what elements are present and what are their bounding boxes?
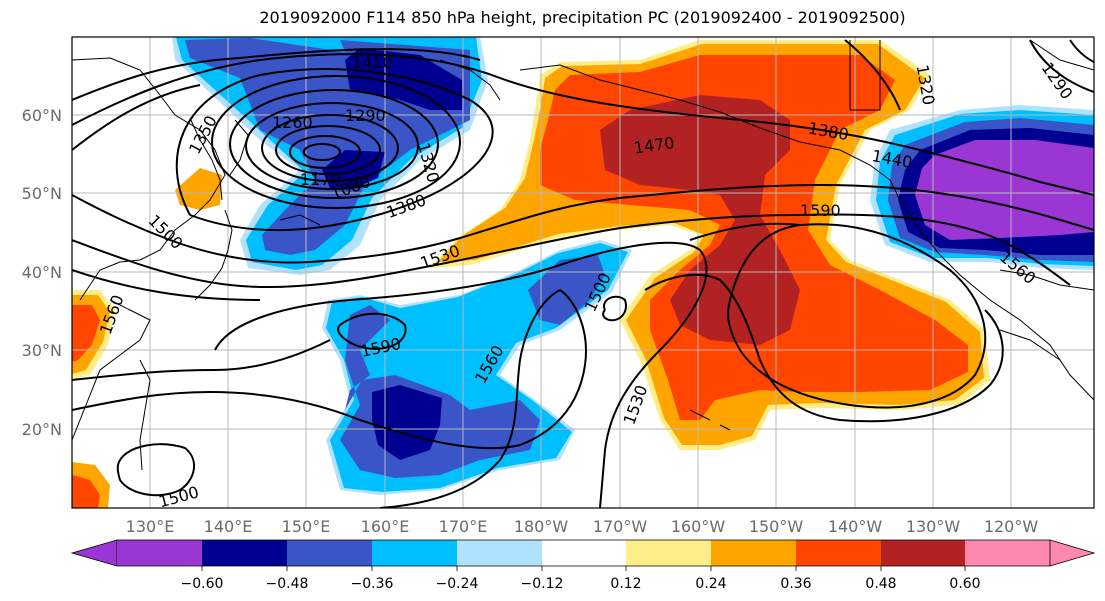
colorbar-bin (372, 540, 457, 566)
colorbar-tick-label: 0.48 (865, 576, 896, 592)
colorbar-extend-low (70, 539, 118, 567)
lat-label: 60°N (22, 106, 62, 125)
colorbar: −0.60 −0.48 −0.36 −0.24 −0.12 0.12 0.24 … (70, 539, 1096, 592)
lon-label: 160°W (671, 517, 726, 536)
longitude-labels: 130°E 140°E 150°E 160°E 170°E 180°W 170°… (126, 517, 1039, 536)
precip-region-purple (915, 140, 1094, 240)
colorbar-bin (117, 540, 202, 566)
lon-label: 140°E (204, 517, 253, 536)
colorbar-outline (117, 539, 1050, 567)
colorbar-tick-label: −0.48 (266, 576, 309, 592)
lat-label: 40°N (22, 263, 62, 282)
lat-label: 50°N (22, 184, 62, 203)
lat-label: 30°N (22, 341, 62, 360)
precip-region-red-orange-3 (72, 475, 100, 508)
colorbar-bin (711, 540, 796, 566)
height-contours (72, 39, 1094, 508)
lon-label: 170°W (593, 517, 648, 536)
colorbar-bin (796, 540, 881, 566)
contour-label: 1260 (272, 113, 313, 132)
precip-region-navy-3 (372, 385, 442, 460)
colorbar-tick-label: −0.24 (436, 576, 479, 592)
colorbar-tick-label: −0.60 (181, 576, 224, 592)
lon-label: 170°E (439, 517, 488, 536)
contour-label: 1590 (800, 201, 841, 220)
precip-region-dark-red (600, 95, 800, 345)
colorbar-bin (965, 540, 1050, 566)
lon-label: 130°W (906, 517, 961, 536)
lon-label: 130°E (126, 517, 175, 536)
lon-label: 120°W (984, 517, 1039, 536)
map-title: 2019092000 F114 850 hPa height, precipit… (259, 8, 906, 27)
colorbar-bin (626, 540, 711, 566)
map-content: 1410 1290 1260 1350 1320 1170 1080 1380 … (72, 37, 1094, 508)
contour-label: 1290 (345, 106, 386, 125)
colorbar-bin (881, 540, 965, 566)
colorbar-bin (202, 540, 287, 566)
colorbar-tick-label: 0.12 (610, 576, 641, 592)
colorbar-bin (457, 540, 542, 566)
colorbar-bin (542, 540, 626, 566)
colorbar-tick-label: 0.24 (695, 576, 726, 592)
lon-label: 150°E (282, 517, 331, 536)
colorbar-tick-label: −0.36 (351, 576, 394, 592)
coastlines (72, 39, 1094, 471)
colorbar-extend-high (1049, 539, 1096, 567)
colorbar-tick-label: 0.36 (780, 576, 811, 592)
colorbar-tick-label: −0.12 (521, 576, 564, 592)
contour-label: 1410 (352, 53, 393, 72)
lon-label: 160°E (361, 517, 410, 536)
lon-label: 150°W (749, 517, 804, 536)
colorbar-bin (287, 540, 372, 566)
colorbar-tick-label: 0.60 (949, 576, 980, 592)
latitude-labels: 60°N 50°N 40°N 30°N 20°N (22, 106, 62, 439)
contour-label: 1170 (300, 170, 341, 189)
map-frame (71, 36, 1095, 509)
lon-label: 140°W (828, 517, 883, 536)
graticule (72, 37, 1094, 508)
precip-region-red-orange-2 (72, 305, 100, 362)
lon-label: 180°W (514, 517, 569, 536)
lat-label: 20°N (22, 420, 62, 439)
